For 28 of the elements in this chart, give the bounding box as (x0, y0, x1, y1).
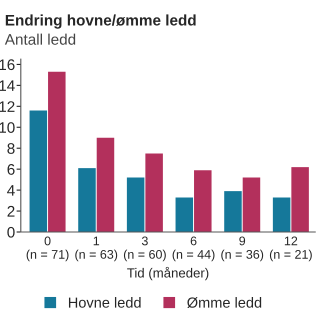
x-tick-label: 1 (n = 63) (75, 236, 118, 262)
x-tick-label: 0 (n = 71) (26, 236, 68, 262)
bar (242, 178, 260, 232)
bar (145, 153, 163, 232)
x-axis-title: Tid (måneder) (127, 266, 208, 280)
y-tick-label: 4 (7, 185, 15, 196)
x-tick-label: 12 (n = 21) (270, 236, 312, 262)
y-tick-label: 8 (7, 143, 15, 154)
bar (272, 197, 290, 232)
x-tick-label: 3 (n = 60) (124, 236, 166, 262)
bar (48, 72, 66, 232)
bar (30, 110, 48, 232)
chart-title: Endring hovne/ømme ledd (6, 14, 196, 29)
bar (291, 167, 309, 232)
y-tick-label: 2 (8, 206, 14, 217)
y-axis-title: Antall ledd (4, 34, 76, 45)
legend-label: Ømme ledd (187, 297, 262, 308)
legend-label: Hovne ledd (68, 297, 141, 308)
bar (96, 138, 114, 232)
bar (224, 191, 242, 232)
x-tick-label: 9 (n = 36) (221, 236, 264, 262)
x-tick-label: 6 (n = 44) (172, 236, 214, 262)
bar (126, 178, 144, 232)
bar (194, 170, 212, 232)
bar (176, 197, 194, 232)
bar (78, 168, 96, 232)
y-tick-label: 6 (8, 164, 15, 175)
y-tick-label: 0 (7, 226, 15, 238)
